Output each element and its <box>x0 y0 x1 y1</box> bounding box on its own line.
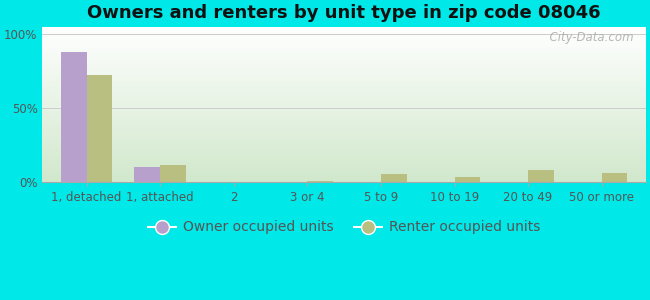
Bar <box>307 181 333 182</box>
Bar <box>602 173 627 182</box>
Bar <box>381 174 407 182</box>
Bar <box>86 75 112 182</box>
Bar <box>160 166 186 182</box>
Text: City-Data.com: City-Data.com <box>542 31 634 44</box>
Bar <box>61 52 86 182</box>
Legend: Owner occupied units, Renter occupied units: Owner occupied units, Renter occupied un… <box>142 215 546 240</box>
Bar <box>528 170 554 182</box>
Title: Owners and renters by unit type in zip code 08046: Owners and renters by unit type in zip c… <box>87 4 601 22</box>
Bar <box>454 177 480 182</box>
Bar <box>135 167 160 182</box>
